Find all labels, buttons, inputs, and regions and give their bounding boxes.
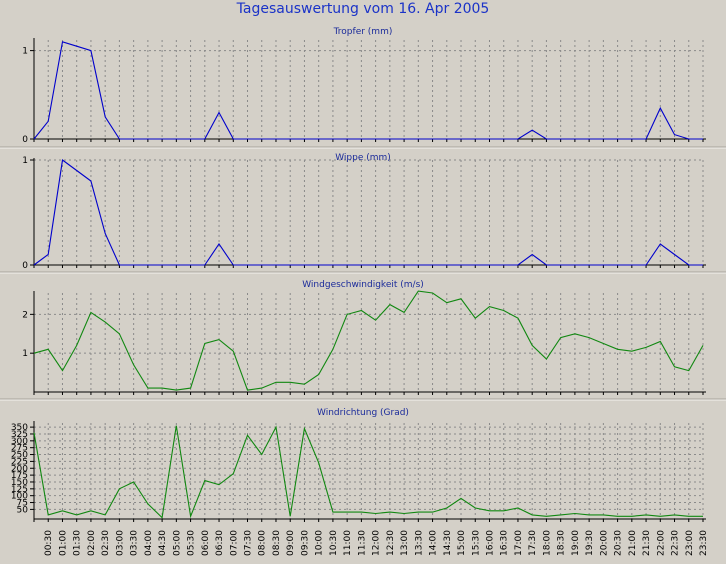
x-tick-label: 02:00	[87, 530, 97, 556]
x-tick-label: 03:00	[115, 530, 125, 556]
x-tick-label: 18:00	[542, 530, 552, 556]
x-tick-label: 04:30	[158, 530, 168, 556]
panel-title: Windrichtung (Grad)	[317, 408, 409, 418]
x-tick-label: 14:00	[429, 530, 439, 556]
x-tick-label: 20:30	[614, 530, 624, 556]
x-tick-label: 20:00	[599, 530, 609, 556]
x-tick-label: 19:30	[585, 530, 595, 556]
y-tick-label: 250	[11, 451, 28, 461]
x-tick-label: 01:00	[58, 530, 68, 556]
x-tick-label: 05:00	[172, 530, 182, 556]
x-tick-label: 22:00	[656, 530, 666, 556]
y-tick-label: 125	[11, 485, 28, 495]
y-tick-label: 175	[11, 471, 28, 481]
x-tick-label: 04:00	[144, 530, 154, 556]
y-tick-label: 0	[22, 261, 28, 271]
y-tick-label: 75	[17, 499, 28, 509]
x-tick-label: 09:30	[300, 530, 310, 556]
page-title: Tagesauswertung vom 16. Apr 2005	[236, 1, 490, 17]
x-tick-label: 17:00	[514, 530, 524, 556]
x-tick-label: 10:00	[315, 530, 325, 556]
x-tick-label: 22:30	[671, 530, 681, 556]
x-tick-label: 07:30	[244, 530, 254, 556]
panel-title: Tropfer (mm)	[333, 27, 393, 37]
y-tick-label: 200	[11, 464, 28, 474]
x-tick-label: 06:00	[201, 530, 211, 556]
y-tick-label: 0	[22, 135, 28, 145]
y-tick-label: 50	[17, 505, 29, 515]
y-tick-label: 1	[22, 156, 28, 166]
x-tick-label: 01:30	[73, 530, 83, 556]
x-tick-label: 18:30	[557, 530, 567, 556]
x-tick-label: 00:30	[44, 530, 54, 556]
y-tick-label: 325	[11, 430, 28, 440]
x-tick-label: 15:00	[457, 530, 467, 556]
x-tick-label: 11:00	[343, 530, 353, 556]
y-tick-label: 300	[11, 437, 28, 447]
x-tick-label: 08:00	[258, 530, 268, 556]
x-tick-label: 23:00	[685, 530, 695, 556]
x-tick-label: 16:30	[500, 530, 510, 556]
x-tick-label: 13:30	[414, 530, 424, 556]
y-tick-label: 1	[22, 47, 28, 57]
x-tick-label: 15:30	[471, 530, 481, 556]
x-tick-label: 23:30	[699, 530, 709, 556]
y-tick-label: 225	[11, 457, 28, 467]
x-tick-label: 17:30	[528, 530, 538, 556]
y-tick-label: 1	[22, 349, 28, 359]
y-tick-label: 275	[11, 444, 28, 454]
y-tick-label: 100	[11, 492, 28, 502]
x-tick-label: 21:30	[642, 530, 652, 556]
x-tick-label: 16:00	[485, 530, 495, 556]
x-tick-label: 05:30	[187, 530, 197, 556]
x-tick-label: 19:00	[571, 530, 581, 556]
panel-title: Windgeschwindigkeit (m/s)	[302, 280, 424, 290]
x-tick-label: 12:00	[372, 530, 382, 556]
series-line	[33, 159, 703, 266]
x-tick-label: 03:30	[130, 530, 140, 556]
x-tick-label: 09:00	[286, 530, 296, 556]
x-tick-label: 10:30	[329, 530, 339, 556]
x-tick-label: 06:30	[215, 530, 225, 556]
x-tick-label: 21:00	[628, 530, 638, 556]
y-tick-label: 2	[22, 310, 28, 320]
x-tick-label: 08:30	[272, 530, 282, 556]
x-tick-label: 12:30	[386, 530, 396, 556]
series-line	[33, 290, 704, 391]
x-tick-label: 14:30	[443, 530, 453, 556]
series-line	[33, 41, 703, 140]
series-line	[33, 425, 703, 519]
x-tick-label: 02:30	[101, 530, 111, 556]
panel-title: Wippe (mm)	[335, 153, 391, 163]
x-tick-label: 11:30	[357, 530, 367, 556]
x-tick-label: 07:00	[229, 530, 239, 556]
y-tick-label: 150	[11, 478, 28, 488]
x-tick-label: 13:00	[400, 530, 410, 556]
y-tick-label: 350	[11, 423, 28, 433]
